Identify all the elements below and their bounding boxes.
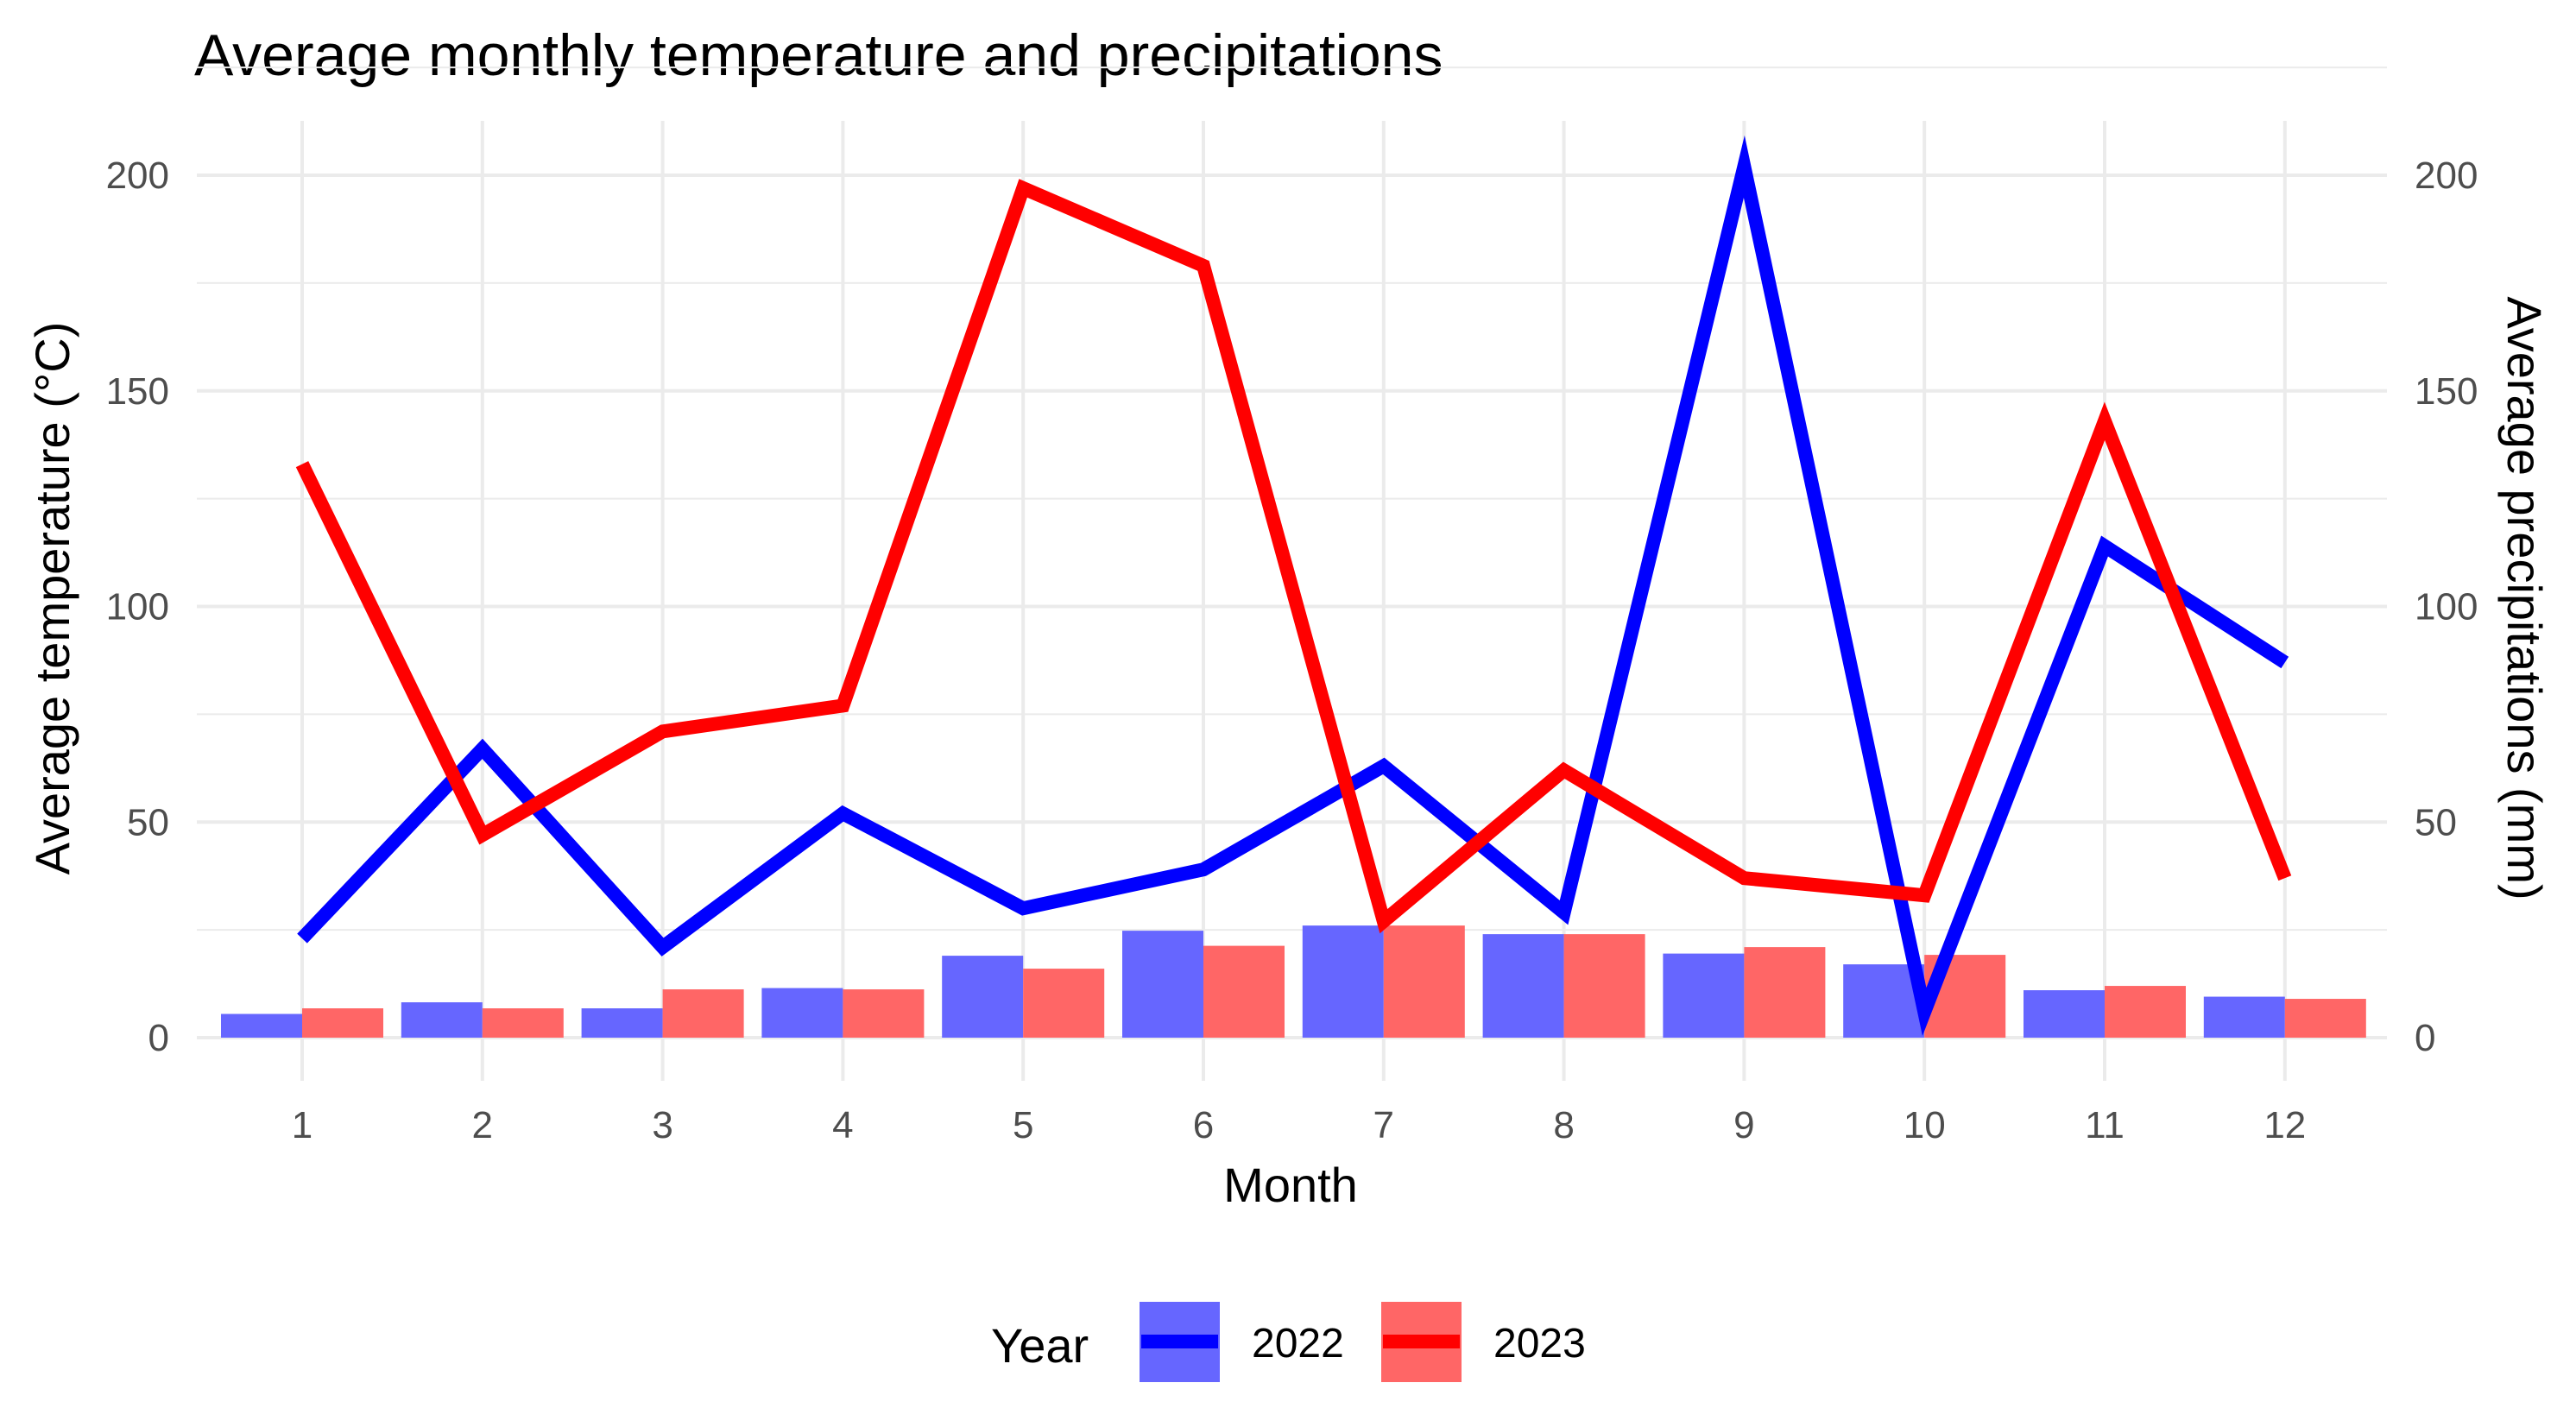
bar-2022-9 [1663,953,1745,1038]
x-tick: 4 [832,1104,853,1146]
legend-label-2023: 2023 [1493,1321,1586,1367]
chart-title: Average monthly temperature and precipit… [194,22,1443,88]
x-tick: 6 [1193,1104,1214,1146]
grid-minor [197,66,2387,931]
line-2022 [297,135,2289,1036]
bar-2023-11 [2105,986,2186,1038]
y-tick-left: 150 [106,370,169,413]
x-tick: 7 [1373,1104,1394,1146]
bar-2022-7 [1302,925,1384,1038]
x-tick: 10 [1904,1104,1946,1146]
x-tick: 12 [2263,1104,2306,1146]
bar-2023-9 [1744,947,1826,1038]
x-tick: 3 [652,1104,672,1146]
legend: Year 2022 2023 [991,1302,1586,1382]
x-tick: 2 [472,1104,493,1146]
y-tick-left: 100 [106,586,169,628]
legend-label-2022: 2022 [1252,1321,1344,1367]
bar-2022-6 [1122,931,1203,1038]
y-tick-left: 0 [148,1017,169,1059]
bar-2023-8 [1563,934,1645,1038]
bar-2022-11 [2024,990,2105,1038]
bar-series [221,925,2366,1038]
bar-2023-5 [1023,969,1105,1038]
bar-2023-6 [1203,945,1285,1038]
x-axis-ticks: 1 2 3 4 5 6 7 8 9 10 11 12 [292,1104,2307,1146]
y-tick-right: 50 [2415,801,2457,843]
legend-title: Year [991,1318,1089,1373]
x-tick: 8 [1553,1104,1574,1146]
bar-2022-8 [1482,934,1564,1038]
y-tick-right: 100 [2415,586,2478,628]
x-tick: 11 [2085,1104,2125,1146]
bar-2022-2 [401,1002,483,1038]
y-tick-left: 50 [127,801,169,843]
x-axis-title: Month [1223,1158,1358,1212]
y-axis-right-ticks: 0 50 100 150 200 [2415,155,2478,1059]
bar-2022-5 [942,956,1024,1038]
bar-2023-2 [482,1008,564,1038]
bar-2022-3 [581,1008,663,1038]
bar-2023-4 [843,989,925,1038]
y-tick-right: 200 [2415,155,2478,197]
y-tick-right: 0 [2415,1017,2435,1059]
y-axis-left-ticks: 0 50 100 150 200 [106,155,169,1059]
line-series [295,135,2292,1036]
line-2023 [295,179,2292,934]
bar-2022-4 [761,988,843,1038]
x-tick: 1 [292,1104,313,1146]
y-tick-left: 200 [106,155,169,197]
bar-2023-3 [662,989,744,1038]
y-axis-right-title: Average precipitations (mm) [2497,296,2552,900]
bar-2023-12 [2284,999,2366,1038]
x-tick: 9 [1733,1104,1754,1146]
y-axis-left-title: Average temperature (°C) [25,322,79,875]
y-tick-right: 150 [2415,370,2478,413]
bar-2023-7 [1383,925,1465,1038]
bar-2023-1 [302,1008,383,1038]
bar-2022-1 [221,1013,302,1038]
bar-2022-12 [2203,996,2285,1038]
x-tick: 5 [1013,1104,1033,1146]
